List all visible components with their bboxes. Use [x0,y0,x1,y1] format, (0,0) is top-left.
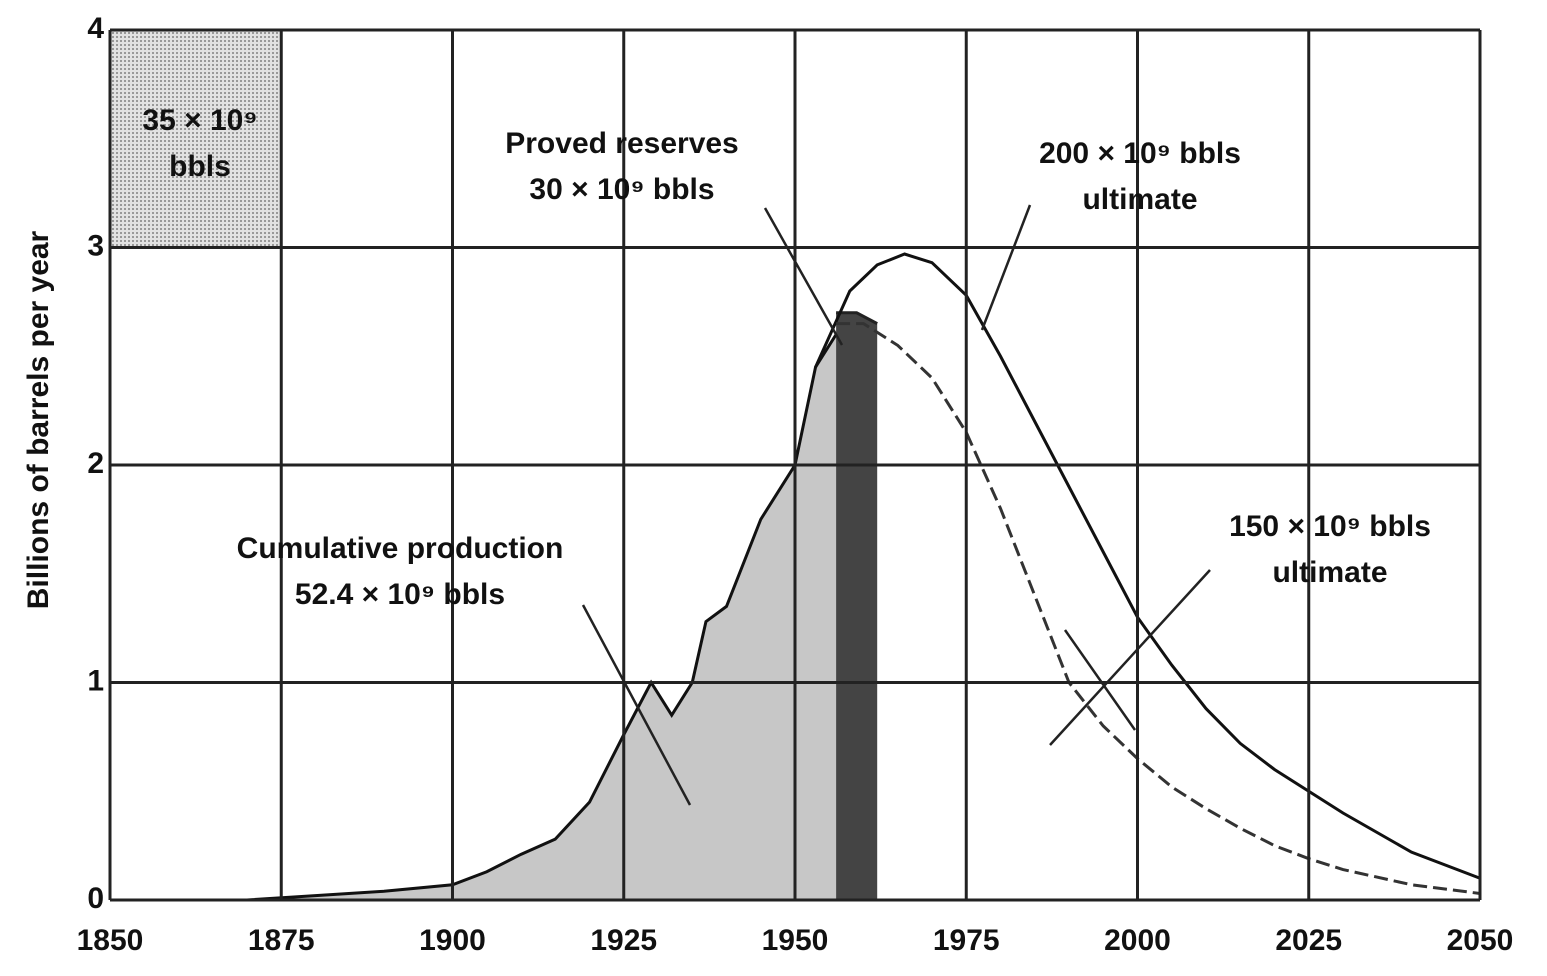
annotation: Proved reserves [505,127,739,160]
x-tick-label: 1900 [419,924,486,957]
y-tick-label: 4 [87,12,104,45]
annotation: 35 × 10⁹ [142,104,257,137]
annotation: ultimate [1272,556,1387,589]
area-fill [836,312,878,900]
x-tick-label: 1875 [248,924,315,957]
y-tick-label: 2 [87,447,104,480]
series-line [836,322,1481,895]
y-axis-label: Billions of barrels per year [22,230,55,609]
x-tick-label: 1850 [77,924,144,957]
x-tick-label: 2025 [1275,924,1342,957]
area-fill [247,334,837,900]
annotation: 30 × 10⁹ bbls [529,173,714,206]
x-tick-label: 2050 [1447,924,1514,957]
x-tick-label: 1950 [762,924,829,957]
series-line [836,311,878,325]
y-tick-label: 0 [87,882,104,915]
x-tick-label: 1925 [590,924,657,957]
x-tick-label: 1975 [933,924,1000,957]
annotation: 52.4 × 10⁹ bbls [295,578,505,611]
annotation: Cumulative production [237,532,564,565]
y-tick-label: 3 [87,229,104,262]
x-tick-label: 2000 [1104,924,1171,957]
leader-lines [581,204,1211,806]
y-tick-label: 1 [87,664,104,697]
scale-key-box [110,30,282,248]
annotation: 200 × 10⁹ bbls [1039,137,1241,170]
annotation: bbls [169,150,231,183]
annotation: ultimate [1082,183,1197,216]
annotation: 150 × 10⁹ bbls [1229,510,1431,543]
